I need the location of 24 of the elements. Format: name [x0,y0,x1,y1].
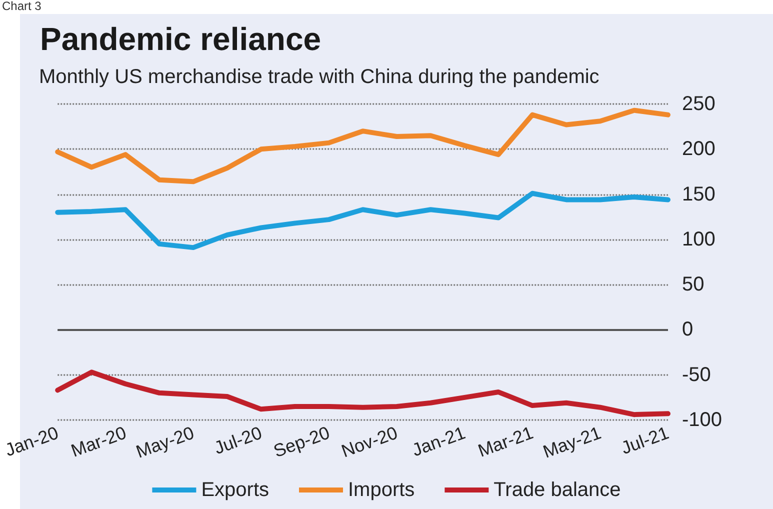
y-tick-label: 200 [682,138,716,160]
y-tick-label: 0 [682,318,694,341]
legend-label: Exports [201,479,270,501]
chart-title: Pandemic reliance [40,21,322,57]
legend-label: Trade balance [494,479,621,501]
y-tick-label: 50 [682,274,704,296]
x-tick-label: May-20 [133,422,197,462]
y-tick-label: -50 [682,364,711,386]
chart-subtitle: Monthly US merchandise trade with China during the pandemic [39,66,600,88]
y-tick-label: 250 [682,93,716,115]
y-tick-label: 100 [682,228,716,250]
x-tick-label: Jan-20 [2,422,62,460]
x-tick-label: May-21 [540,422,604,462]
x-tick-label: Mar-20 [68,422,129,461]
legend-label: Imports [348,479,415,501]
y-tick-label: 150 [682,183,716,206]
x-tick-label: Nov-20 [338,422,400,462]
x-tick-label: Jan-21 [409,422,468,460]
y-tick-label: -100 [682,409,722,431]
caption: Chart 3 [2,0,42,13]
x-tick-label: Jul-21 [618,422,672,458]
x-tick-label: Jul-20 [212,422,264,458]
x-tick-label: Mar-21 [475,422,536,461]
x-tick-label: Sep-20 [270,422,332,462]
